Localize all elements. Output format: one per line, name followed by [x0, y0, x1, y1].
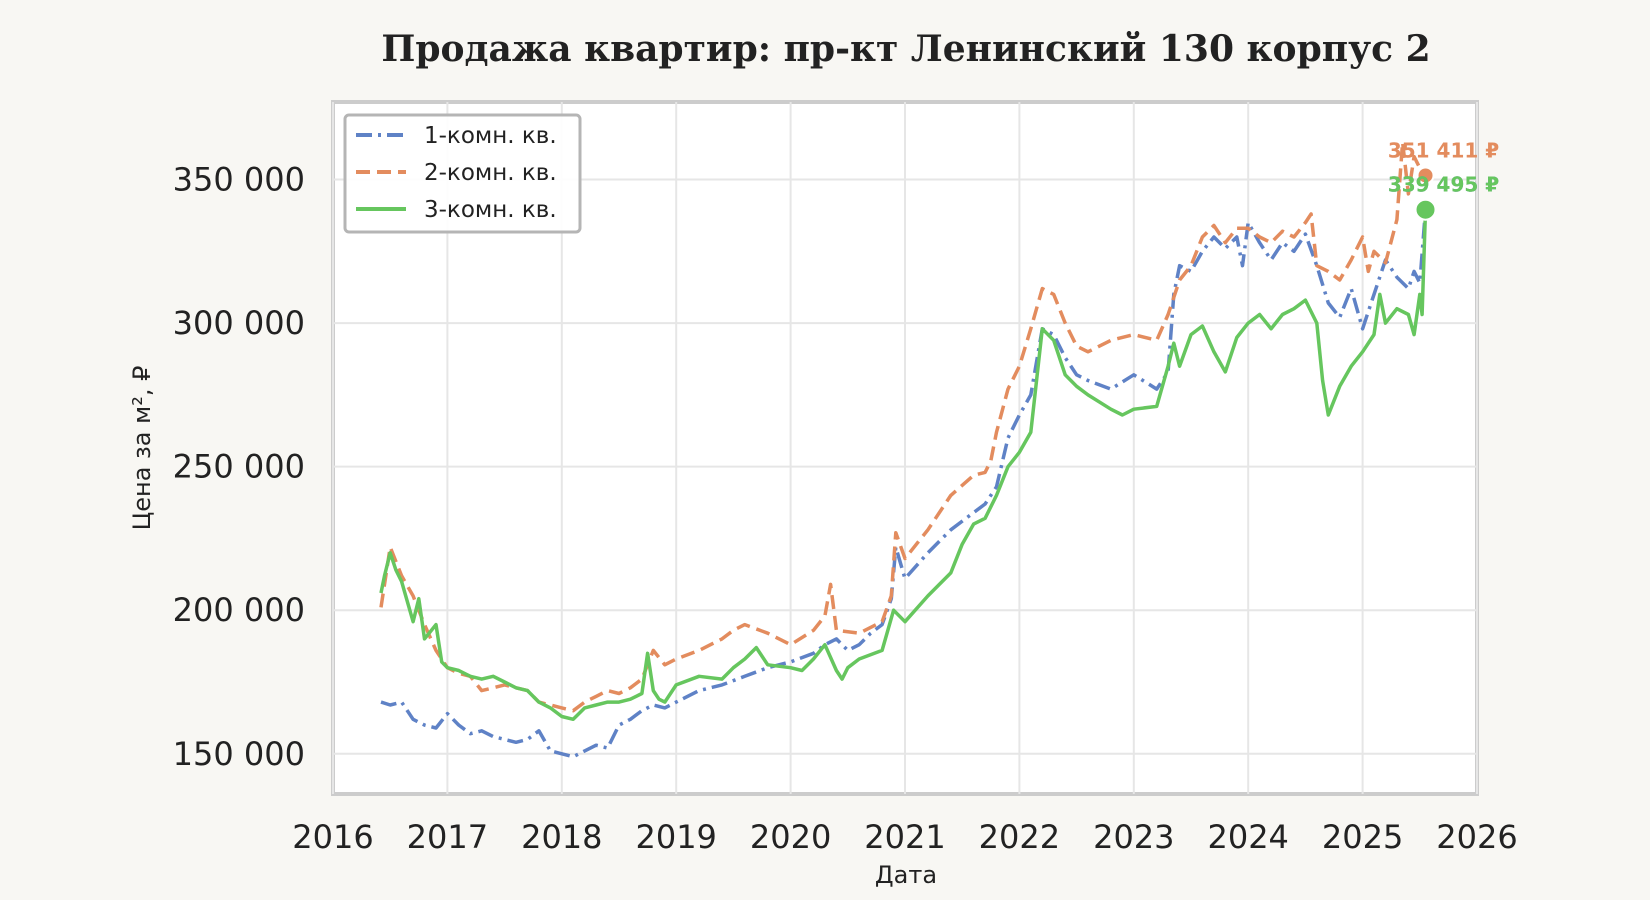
y-axis-label: Цена за м², ₽ — [128, 366, 156, 531]
x-tick-label: 2022 — [979, 818, 1060, 856]
end-labels: 351 411 ₽339 495 ₽339 495 ₽ — [1388, 138, 1499, 196]
y-tick-label: 350 000 — [173, 161, 305, 199]
end-markers — [1414, 166, 1437, 221]
x-tick-label: 2019 — [635, 818, 716, 856]
end-marker-2 — [1416, 166, 1435, 185]
x-tick-label: 2018 — [521, 818, 602, 856]
end-value-label-3: 339 495 ₽ — [1388, 173, 1499, 197]
chart-title: Продажа квартир: пр-кт Ленинский 130 кор… — [381, 28, 1430, 70]
x-tick-label: 2024 — [1207, 818, 1288, 856]
legend-label-1: 1-комн. кв. — [424, 123, 557, 149]
x-tick-label: 2020 — [750, 818, 831, 856]
x-tick-label: 2021 — [864, 818, 945, 856]
x-tick-labels: 2016 2017 2018 2019 2020 2021 2022 2023 2024 2025… — [292, 818, 1517, 856]
y-tick-label: 300 000 — [173, 304, 305, 342]
end-value-label-1: 351 411 ₽ — [1388, 138, 1499, 162]
x-tick-label: 2023 — [1093, 818, 1174, 856]
series-line-3 — [379, 209, 1428, 722]
y-tick-label: 200 000 — [173, 591, 305, 629]
y-tick-labels: 150 000 200 000 250 000 300 000 350 000 — [173, 161, 305, 773]
x-tick-label: 2016 — [292, 818, 373, 856]
series-line-1 — [380, 209, 1428, 759]
y-tick-label: 150 000 — [173, 735, 305, 773]
x-tick-label: 2017 — [407, 818, 488, 856]
series-lines — [379, 140, 1428, 759]
x-tick-label: 2025 — [1322, 818, 1403, 856]
grid — [332, 102, 1478, 794]
end-marker-3 — [1414, 198, 1437, 221]
y-tick-label: 250 000 — [173, 448, 305, 486]
legend-label-2: 2-комн. кв. — [424, 160, 557, 186]
end-value-label-2: 339 495 ₽ — [1388, 173, 1499, 197]
x-tick-label: 2026 — [1436, 818, 1517, 856]
x-axis-label: Дата — [875, 861, 937, 889]
legend-box — [343, 113, 582, 234]
legend-label-3: 3-комн. кв. — [424, 197, 557, 223]
legend: 1-комн. кв. 2-комн. кв. 3-комн. кв. — [343, 113, 582, 234]
